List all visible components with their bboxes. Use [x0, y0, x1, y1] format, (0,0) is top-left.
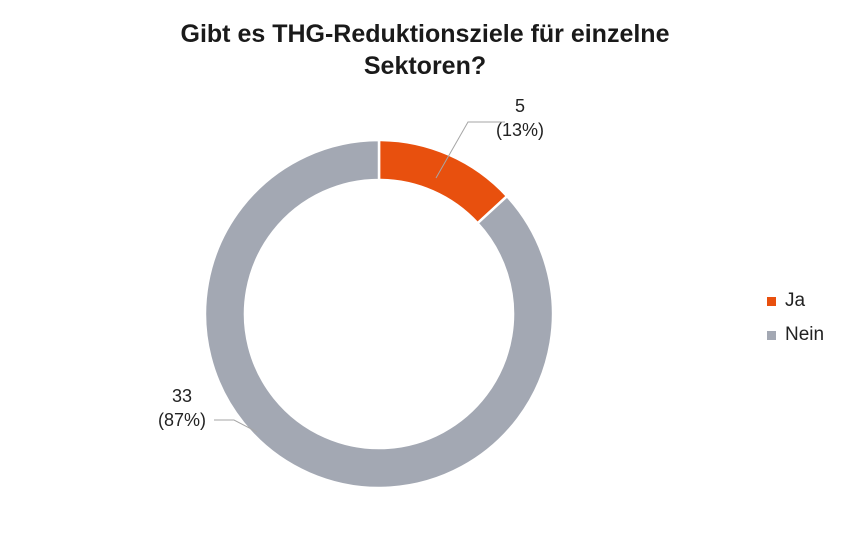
- slice-ja: [377, 138, 509, 226]
- leader-line-ja: [435, 121, 505, 179]
- donut-slices: [203, 138, 555, 490]
- chart-title-line-1: Gibt es THG-Reduktionsziele für einzelne: [180, 20, 670, 48]
- data-labels: 5 (13%) 33 (87%): [158, 96, 544, 430]
- leader-line-nein: [214, 419, 258, 433]
- legend-item-ja: Ja: [767, 284, 824, 318]
- legend-item-nein: Nein: [767, 318, 824, 352]
- data-label-value-ja: 5: [515, 96, 525, 116]
- data-label-value-nein: 33: [172, 386, 192, 406]
- data-label-percent-nein: (87%): [158, 410, 206, 430]
- legend-swatch-nein: [767, 330, 776, 340]
- legend-label-nein: Nein: [785, 324, 825, 345]
- leader-lines: [214, 121, 505, 433]
- chart-title-line-2: Sektoren?: [363, 52, 487, 80]
- legend: Ja Nein: [767, 284, 824, 352]
- legend-label-ja: Ja: [785, 290, 806, 311]
- chart-title: Gibt es THG-Reduktionsziele für einzelne…: [0, 18, 850, 82]
- legend-swatch-ja: [767, 296, 776, 306]
- slice-nein: [203, 138, 555, 490]
- data-label-percent-ja: (13%): [496, 120, 544, 140]
